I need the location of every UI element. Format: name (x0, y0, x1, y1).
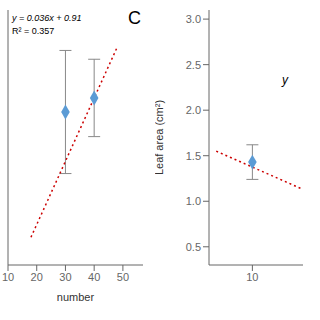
svg-text:1.0: 1.0 (186, 195, 201, 207)
svg-text:10: 10 (246, 271, 258, 283)
html-text:C: C (128, 8, 141, 28)
html-text:y = 0.036x + 0.91: y = 0.036x + 0.91 (12, 13, 82, 23)
svg-text:0.5: 0.5 (186, 241, 201, 253)
svg-text:40: 40 (88, 271, 100, 283)
html-text:R² = 0.357: R² = 0.357 (12, 26, 55, 36)
svg-text:1.5: 1.5 (186, 150, 201, 162)
svg-text:50: 50 (117, 271, 129, 283)
svg-text:30: 30 (59, 271, 71, 283)
svg-text:20: 20 (31, 271, 43, 283)
html-text:y: y (282, 73, 288, 87)
svg-text:Leaf area (cm²): Leaf area (cm²) (155, 100, 165, 175)
svg-text:number: number (57, 291, 95, 303)
svg-text:2.5: 2.5 (186, 59, 201, 71)
svg-text:10: 10 (8, 271, 14, 283)
svg-text:2.0: 2.0 (186, 104, 201, 116)
svg-text:3.0: 3.0 (186, 13, 201, 25)
